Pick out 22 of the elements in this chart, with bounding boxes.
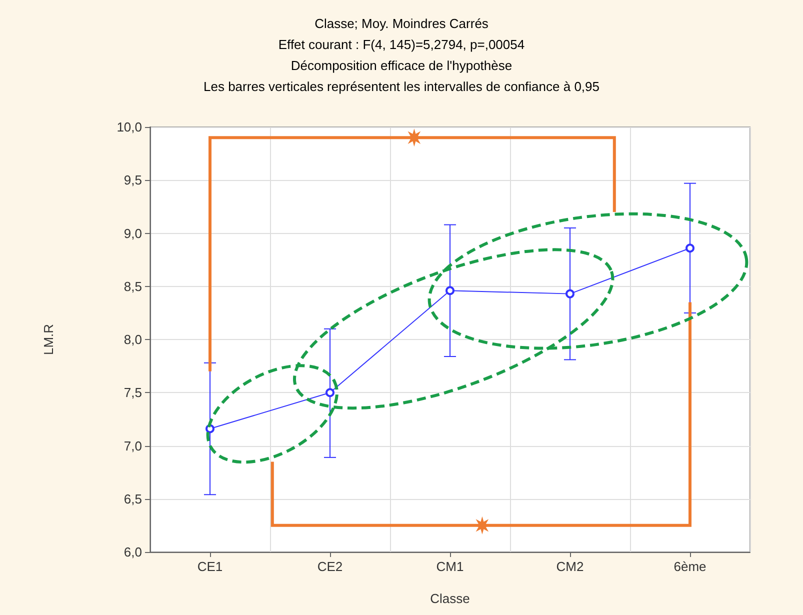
x-tick-label: CM1 <box>436 559 464 574</box>
x-tick-label: CM2 <box>556 559 584 574</box>
y-tick-label: 8,5 <box>124 278 142 294</box>
y-axis-title: LM.R <box>41 324 56 356</box>
y-tick-label: 9,5 <box>124 172 142 188</box>
x-tick-label: 6ème <box>674 559 706 574</box>
y-tick-label: 9,0 <box>124 226 142 241</box>
chart-subtitle: Effet courant : F(4, 145)=5,2794, p=,00054 Décomposition efficace de l'hypothèse Les barres verticales représentent les intervalles de confiance à 0,95 <box>204 37 600 94</box>
y-tick-label: 6,0 <box>124 544 142 560</box>
y-tick-label: 10,0 <box>116 120 142 134</box>
x-tick-label: CE2 <box>317 559 343 574</box>
y-tick-label: 8,0 <box>124 332 142 347</box>
point <box>566 289 574 298</box>
y-tick-label: 7,5 <box>124 385 142 400</box>
y-tick-label: 7,0 <box>124 438 142 454</box>
y-tick-label: 6,5 <box>124 491 142 506</box>
x-axis-title: Classe <box>430 591 470 606</box>
x-tick-label: CE1 <box>197 559 223 574</box>
chart-title: Classe; Moy. Moindres Carrés <box>314 16 489 31</box>
point <box>326 388 334 398</box>
point <box>686 244 694 253</box>
point <box>446 286 454 296</box>
